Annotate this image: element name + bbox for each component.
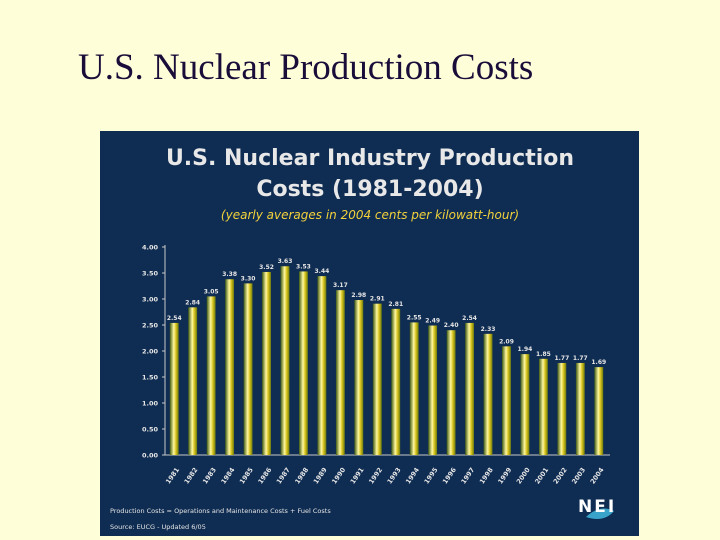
bar — [428, 325, 438, 455]
bar-value-label: 3.05 — [204, 288, 219, 295]
nei-logo-text: NEI — [578, 497, 616, 517]
x-tick-label: 2003 — [570, 466, 587, 485]
y-tick-label: 0.00 — [142, 452, 159, 460]
y-tick-label: 2.50 — [142, 322, 159, 330]
bar — [317, 276, 327, 455]
x-tick-label: 2000 — [515, 466, 532, 486]
nei-logo: NEI — [578, 497, 616, 519]
bar-value-label: 1.69 — [591, 359, 606, 366]
x-tick-label: 1999 — [496, 466, 513, 486]
bar-value-label: 3.44 — [314, 268, 329, 275]
bar-value-label: 2.40 — [444, 322, 459, 329]
x-tick-label: 1982 — [183, 466, 200, 485]
bar — [280, 266, 290, 455]
x-tick-label: 1998 — [478, 466, 495, 486]
bar — [520, 354, 530, 455]
bar-value-label: 2.84 — [185, 299, 200, 306]
chart-source: Source: EUCG - Updated 6/05 — [110, 523, 206, 531]
bar — [372, 303, 382, 455]
bar — [594, 367, 604, 455]
bar-value-label: 2.54 — [167, 315, 182, 322]
bar — [243, 283, 253, 455]
bar-value-label: 2.98 — [351, 292, 366, 299]
bar-chart: U.S. Nuclear Industry Production Costs (… — [110, 146, 616, 531]
bar — [557, 362, 567, 455]
x-tick-label: 1988 — [293, 466, 310, 486]
bar — [188, 307, 198, 455]
bar-value-label: 2.09 — [499, 338, 514, 345]
bar — [299, 271, 308, 455]
bar-value-label: 2.91 — [370, 296, 385, 303]
x-tick-label: 1994 — [404, 466, 421, 486]
bar-value-label: 3.17 — [333, 282, 348, 289]
bar-value-label: 2.54 — [462, 315, 477, 322]
y-tick-label: 3.00 — [142, 296, 159, 304]
bar-value-label: 1.94 — [518, 346, 533, 353]
bar — [169, 322, 179, 455]
bar — [354, 300, 364, 455]
bar-value-label: 3.53 — [296, 263, 311, 270]
x-tick-label: 1995 — [423, 466, 440, 486]
bar-value-label: 2.81 — [388, 301, 403, 308]
chart-subtitle: (yearly averages in 2004 cents per kilow… — [221, 208, 519, 222]
chart-panel: U.S. Nuclear Industry Production Costs (… — [100, 131, 639, 536]
bar — [483, 333, 493, 455]
bar-value-label: 2.55 — [407, 314, 422, 321]
chart-title-line-1: U.S. Nuclear Industry Production — [166, 146, 574, 171]
x-tick-label: 1985 — [238, 466, 255, 486]
bar — [575, 362, 585, 455]
x-tick-label: 1996 — [441, 466, 458, 486]
bar — [538, 358, 548, 455]
x-tick-label: 1987 — [275, 466, 292, 485]
bar-value-label: 2.49 — [425, 318, 440, 325]
y-tick-label: 2.00 — [142, 348, 159, 356]
y-tick-label: 1.00 — [142, 400, 159, 408]
bar-value-label: 3.52 — [259, 264, 274, 271]
y-tick-label: 4.00 — [142, 244, 159, 252]
x-tick-label: 1983 — [201, 466, 218, 485]
bar — [391, 308, 401, 455]
bar-value-label: 1.77 — [573, 355, 588, 362]
bar — [225, 279, 235, 455]
bar-value-label: 2.33 — [481, 326, 496, 333]
bar — [465, 322, 474, 455]
x-tick-label: 1990 — [330, 466, 347, 486]
chart-title-line-2: Costs (1981-2004) — [256, 177, 483, 202]
slide-title: U.S. Nuclear Production Costs — [78, 47, 534, 88]
y-tick-label: 0.50 — [142, 426, 159, 434]
y-tick-label: 1.50 — [142, 374, 159, 382]
bar-value-label: 1.77 — [554, 355, 569, 362]
x-tick-label: 1993 — [386, 466, 403, 485]
x-tick-label: 1991 — [349, 466, 366, 486]
bar-value-label: 1.85 — [536, 351, 551, 358]
bar — [262, 271, 271, 455]
x-tick-label: 1997 — [459, 466, 476, 485]
bar — [206, 296, 216, 455]
x-tick-label: 1984 — [220, 466, 237, 486]
bar — [502, 346, 511, 455]
x-tick-label: 2004 — [589, 466, 606, 486]
y-tick-label: 3.50 — [142, 270, 159, 278]
x-tick-label: 1981 — [164, 466, 181, 486]
bar-value-label: 3.30 — [241, 275, 256, 282]
bar-value-label: 3.38 — [222, 271, 237, 278]
x-tick-label: 1989 — [312, 466, 329, 486]
x-tick-label: 2002 — [552, 466, 569, 485]
bar — [446, 330, 456, 455]
bar — [409, 322, 419, 455]
x-tick-label: 1992 — [367, 466, 384, 485]
chart-footnote: Production Costs = Operations and Mainte… — [110, 507, 331, 515]
x-tick-label: 1986 — [256, 466, 273, 486]
x-tick-label: 2001 — [533, 466, 550, 486]
bar — [335, 290, 345, 455]
bar-value-label: 3.63 — [278, 258, 293, 265]
